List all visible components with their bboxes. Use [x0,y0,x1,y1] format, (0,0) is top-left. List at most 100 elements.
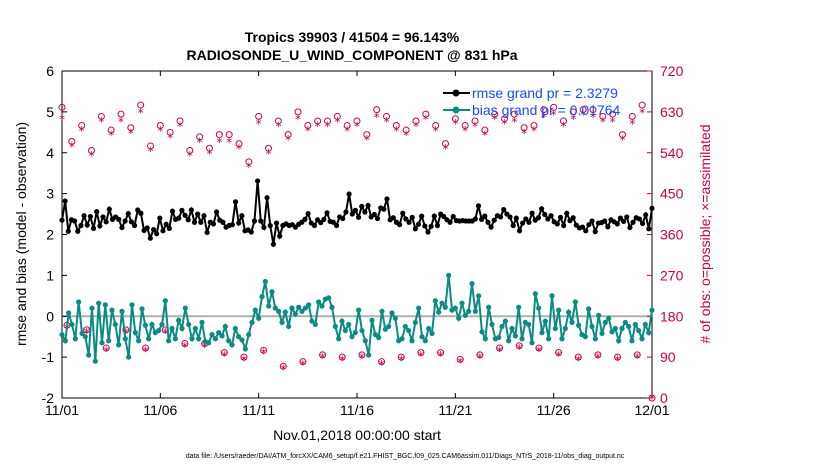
assimilated-obs-point: * [615,353,621,367]
rmse-point [138,210,144,216]
bias-point [332,323,338,330]
rmse-point [431,213,437,219]
rmse-point [150,226,157,233]
possible-obs-point [255,112,263,120]
rmse-point [163,221,169,227]
rmse-point [191,219,198,225]
x-tick-label: 11/01 [45,402,79,418]
rmse-point [545,216,551,222]
bias-point [542,318,548,324]
possible-obs-point [284,131,292,139]
bias-point [619,325,625,332]
possible-obs-point [304,122,312,129]
assimilated-obs-point: * [443,142,449,156]
assimilated-obs-point: * [561,120,567,134]
assimilated-obs-point: * [128,126,134,140]
rmse-point [343,209,349,215]
rmse-point [128,219,135,225]
legend-rmse-marker [452,89,460,97]
bias-point [309,318,315,324]
rmse-point [422,223,428,229]
possible-obs-point [378,358,386,366]
possible-obs-point [107,126,115,134]
bias-point [426,325,432,332]
bias-point [446,272,452,278]
assimilated-obs-point: * [325,120,331,134]
assimilated-obs-point: * [497,344,503,358]
bias-point [182,305,188,311]
rmse-point [617,215,624,221]
possible-obs-point [338,353,346,361]
bias-point [342,327,348,334]
x-tick-label: 11/06 [143,402,177,418]
plot-frame [61,70,653,399]
assimilated-obs-point: * [182,340,188,354]
assimilated-obs-point: * [629,117,635,131]
possible-obs-point [560,117,567,125]
possible-obs-point [220,349,228,357]
bias-point [269,289,275,295]
rmse-point [330,219,336,225]
bias-point [616,338,622,344]
rmse-point [273,220,280,226]
bias-point [69,321,75,328]
chart-title: Tropics 39903 / 41504 = 96.143% [245,29,460,45]
rmse-point [116,216,122,222]
bias-point [609,329,615,335]
bias-point [589,323,595,330]
assimilated-obs-point: * [462,124,468,138]
bias-point [502,318,508,324]
bias-point [416,305,422,311]
bias-point [559,336,565,342]
assimilated-obs-point: * [457,356,463,370]
bias-point [369,317,375,323]
rmse-point [627,224,633,231]
possible-obs-point [555,349,563,357]
assimilated-obs-point: * [216,135,222,149]
assimilated-obs-point: * [541,110,547,124]
rmse-point [639,220,646,227]
bias-point [236,334,242,340]
rmse-point [359,203,365,209]
y2-tick-label: 540 [660,145,684,161]
possible-obs-point [614,353,622,361]
rmse-point [406,219,412,225]
bias-point [539,330,545,336]
rmse-point [321,216,327,222]
bias-point [62,338,68,344]
rmse-point [554,221,560,227]
possible-obs-point [117,110,125,118]
rmse-point [87,213,93,220]
assimilated-obs-point: * [320,351,326,365]
bias-point [596,312,602,319]
bias-point [279,319,285,325]
bias-point [239,337,245,343]
rmse-point [122,218,128,224]
y-tick-label: 2 [46,227,54,243]
rmse-point [160,228,166,234]
data-file-footnote: data file: /Users/raeder/DAI/ATM_forcXX/… [186,453,625,460]
bias-point [569,319,575,325]
bias-point [379,308,385,314]
bias-point [179,325,185,332]
rmse-point [390,215,396,221]
rmse-point [239,213,245,219]
bias-point [329,304,335,310]
rmse-point [592,229,598,235]
assimilated-obs-point: * [148,144,154,158]
bias-point [189,336,195,342]
bias-point [232,325,238,332]
assimilated-obs-point: * [364,133,370,147]
possible-obs-point [265,144,272,152]
assimilated-obs-point: * [413,120,419,134]
bias-point [572,299,578,305]
x-tick-label: 11/21 [438,402,472,418]
bias-series [59,272,655,364]
bias-point [626,323,632,330]
assimilated-obs-point: * [207,147,213,161]
bias-point [142,322,148,328]
possible-obs-point [260,346,268,354]
rmse-point [507,214,513,220]
rmse-point [267,222,273,229]
